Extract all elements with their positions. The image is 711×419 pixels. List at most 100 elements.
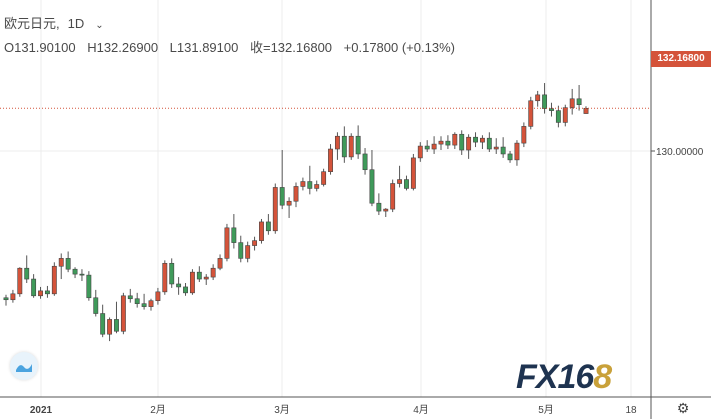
last-price-badge: 132.16800 [651,51,711,67]
candle-body [189,271,195,294]
candle-body [341,135,347,158]
candle-body [535,94,541,102]
candle-body [265,221,271,232]
symbol-header[interactable]: 欧元日元, 1D ⌄ [4,13,112,32]
candle-body [328,148,333,172]
candle-body [583,107,589,114]
candle-body [549,108,554,111]
candle-body [369,169,375,204]
candle-body [452,133,458,146]
candle-body [86,274,92,299]
candle-body [210,267,216,278]
candle-body [507,153,513,161]
candle-body [24,267,30,280]
symbol-name: 欧元日元, [4,16,60,31]
chevron-down-icon[interactable]: ⌄ [95,20,104,31]
candle-body [51,265,57,295]
x-tick-label: 2021 [30,405,53,416]
candle-body [293,186,299,202]
candle-body [528,100,534,127]
candle-body [431,143,437,150]
candle-body [500,146,506,155]
candle-body [17,267,23,295]
candle-body [459,133,465,151]
x-tick-label: 3月 [274,404,290,416]
candle-body [362,153,368,171]
candle-body [473,136,478,143]
candle-body [58,258,64,267]
candle-body [279,187,285,206]
candle-body [134,298,140,304]
candle-body [203,276,209,280]
candle-body [169,262,175,285]
candle-body [10,293,16,301]
candle-body [93,297,99,314]
candle-body [410,157,416,189]
candle-body [555,110,561,123]
tradingview-logo-button[interactable] [10,352,38,380]
candle-body [224,227,230,259]
x-tick-label: 18 [625,405,637,416]
candle-body [100,313,106,335]
candle-body [486,137,492,150]
candle-body [542,94,548,109]
candle-body [334,135,340,150]
candle-body [120,295,126,332]
open-value: O131.90100 [4,40,76,55]
candle-body [44,290,50,295]
candle-body [3,297,9,301]
candle-body [307,181,313,189]
candle-body [445,140,451,146]
candle-body [424,145,430,150]
candle-body [148,300,154,307]
candle-body [466,136,472,151]
candle-body [217,258,223,269]
candle-body [238,242,244,259]
watermark-logo: FX168 [516,358,612,396]
candle-body [404,179,409,189]
candle-body [272,187,278,232]
watermark-accent: 8 [593,358,612,396]
candle-body [127,295,133,300]
candle-body [252,240,258,246]
candle-body [183,286,188,294]
candle-body [376,202,382,212]
low-value: L131.89100 [169,40,239,55]
candle-body [31,278,37,297]
candle-body [176,283,182,288]
candle-body [383,208,389,212]
gear-icon[interactable]: ⚙ [676,400,690,416]
candle-body [521,126,527,144]
candle-body [438,140,444,145]
x-tick-label: 4月 [413,404,429,416]
high-value: H132.26900 [87,40,159,55]
candle-body [493,146,499,150]
candle-body [196,271,202,280]
ohlc-readout: O131.90100 H132.26900 L131.89100 收=132.1… [4,37,463,56]
candle-body [397,179,403,184]
close-value: 收=132.16800 [249,40,333,55]
candle-body [155,291,161,302]
candle-body [355,135,361,155]
candle-body [72,268,78,275]
candle-body [162,262,168,293]
candle-body [417,145,423,159]
candle-body [245,245,251,259]
candle-body [65,258,71,270]
x-tick-label: 5月 [538,404,554,416]
watermark-main: FX16 [516,358,594,396]
candle-body [141,303,147,307]
candle-body [348,135,354,158]
candle-body [300,181,306,187]
candle-body [114,319,119,332]
x-tick-label: 2月 [150,404,166,416]
candle-body [38,290,43,297]
candle-body [479,137,485,143]
candle-body [569,98,575,108]
candle-body [390,183,396,210]
candle-body [321,171,327,185]
interval-label[interactable]: 1D [67,16,85,31]
wave-icon [16,364,32,372]
